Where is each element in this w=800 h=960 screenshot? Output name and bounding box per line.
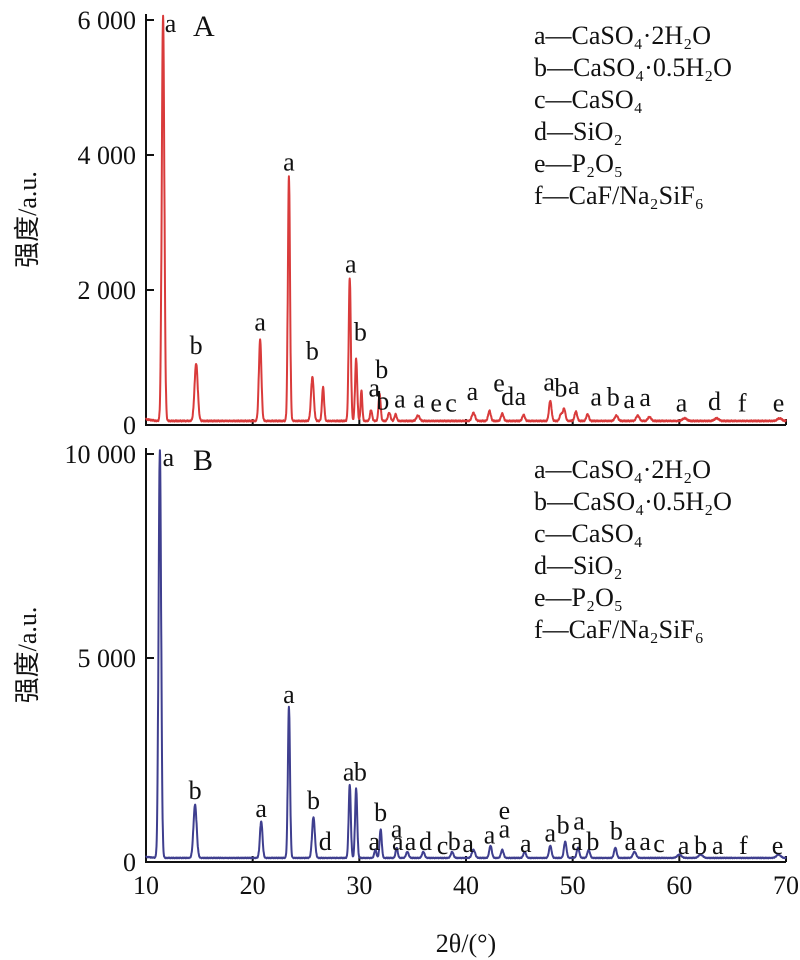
y-tick-label: 2 000 xyxy=(78,276,137,305)
y-axis-label: 强度/a.u. xyxy=(13,171,42,268)
x-tick-label: 20 xyxy=(240,871,266,900)
y-tick-label: 5 000 xyxy=(78,644,137,673)
peak-label: a xyxy=(499,815,511,844)
x-tick-label: 10 xyxy=(133,871,159,900)
x-axis-label: 2θ/(°) xyxy=(436,929,496,958)
peak-label: d xyxy=(419,827,432,856)
peak-label: b xyxy=(190,331,203,360)
peak-label: a xyxy=(678,831,690,860)
xrd-series-A xyxy=(145,14,787,423)
peak-label: a xyxy=(568,371,580,400)
y-tick-label: 6 000 xyxy=(78,6,137,35)
peak-label: a xyxy=(543,368,555,397)
legend-entry: a—CaSO₄·2H₂O xyxy=(534,455,711,484)
peak-label: b xyxy=(554,374,567,403)
peak-label: a xyxy=(392,827,404,856)
peak-label: b xyxy=(610,817,623,846)
peak-label: a xyxy=(639,383,651,412)
legend-entry: b—CaSO₄·0.5H₂O xyxy=(534,53,732,82)
x-tick-label: 60 xyxy=(666,871,692,900)
peak-label: a xyxy=(571,827,583,856)
y-axis-label: 强度/a.u. xyxy=(13,607,42,704)
peak-label: b xyxy=(376,386,389,415)
peak-label: a xyxy=(394,384,406,413)
peak-label: b xyxy=(354,318,367,347)
peak-label: b xyxy=(354,757,367,786)
peak-label: a xyxy=(520,829,532,858)
peak-label: a xyxy=(712,831,724,860)
peak-label: b xyxy=(694,831,707,860)
peak-label: a xyxy=(623,385,635,414)
peak-label: a xyxy=(343,757,355,786)
peak-label: a xyxy=(368,374,380,403)
x-tick-label: 40 xyxy=(453,871,479,900)
peak-label: a xyxy=(345,249,357,278)
legend-entry: b—CaSO₄·0.5H₂O xyxy=(534,487,732,516)
y-tick-label: 4 000 xyxy=(78,141,137,170)
peak-label: a xyxy=(405,827,417,856)
peak-label: a xyxy=(163,443,175,472)
peak-label: a xyxy=(515,382,527,411)
peak-label: a xyxy=(283,680,295,709)
legend-entry: c—CaSO₄ xyxy=(534,519,643,548)
peak-label: a xyxy=(484,821,496,850)
peak-label: b xyxy=(448,827,461,856)
peak-label: a xyxy=(544,819,556,848)
peak-label: d xyxy=(501,382,514,411)
peak-label: a xyxy=(283,148,295,177)
peak-label: e xyxy=(430,389,442,418)
y-tick-label: 0 xyxy=(123,848,136,877)
legend-entry: f—CaF/Na₂SiF₆ xyxy=(534,615,704,644)
peak-label: a xyxy=(467,377,479,406)
legend-entry: e—P₂O₅ xyxy=(534,583,623,612)
legend-entry: c—CaSO₄ xyxy=(534,85,643,114)
y-tick-label: 10 000 xyxy=(65,440,137,469)
peak-label: c xyxy=(445,389,457,418)
peak-label: e xyxy=(493,368,505,397)
y-tick-label: 0 xyxy=(123,411,136,440)
legend-entry: f—CaF/Na₂SiF₆ xyxy=(534,181,704,210)
x-tick-label: 70 xyxy=(773,871,799,900)
peak-label: b xyxy=(557,810,570,839)
legend-entry: d—SiO₂ xyxy=(534,551,623,580)
panel-label: B xyxy=(193,444,213,477)
peak-label: b xyxy=(306,337,319,366)
peak-label: d xyxy=(708,387,721,416)
peak-label: a xyxy=(413,384,425,413)
peak-label: b xyxy=(189,776,202,805)
peak-label: b xyxy=(374,798,387,827)
legend-entry: a—CaSO₄·2H₂O xyxy=(534,21,711,50)
peak-label: e xyxy=(773,389,785,418)
peak-label: a xyxy=(368,827,380,856)
peak-label: a xyxy=(165,9,177,38)
peak-label: c xyxy=(437,831,449,860)
peak-label: e xyxy=(772,831,784,860)
peak-label: f xyxy=(738,389,747,418)
legend-entry: d—SiO₂ xyxy=(534,117,623,146)
legend-entry: e—P₂O₅ xyxy=(534,149,623,178)
peak-label: b xyxy=(586,827,599,856)
panel-label: A xyxy=(193,10,215,43)
peak-label: f xyxy=(739,831,748,860)
peak-label: a xyxy=(624,827,636,856)
peak-label: a xyxy=(255,794,267,823)
peak-label: a xyxy=(254,308,266,337)
peak-label: b xyxy=(307,786,320,815)
peak-label: a xyxy=(391,815,403,844)
x-tick-label: 30 xyxy=(346,871,372,900)
x-tick-label: 50 xyxy=(560,871,586,900)
peak-label: e xyxy=(499,796,511,825)
peak-label: a xyxy=(573,806,585,835)
peak-label: b xyxy=(607,382,620,411)
peak-label: a xyxy=(639,827,651,856)
peak-label: c xyxy=(653,829,665,858)
peak-label: a xyxy=(676,389,688,418)
peak-label: b xyxy=(375,355,388,384)
peak-label: a xyxy=(590,382,602,411)
peak-label: a xyxy=(462,829,474,858)
peak-label: d xyxy=(319,827,332,856)
